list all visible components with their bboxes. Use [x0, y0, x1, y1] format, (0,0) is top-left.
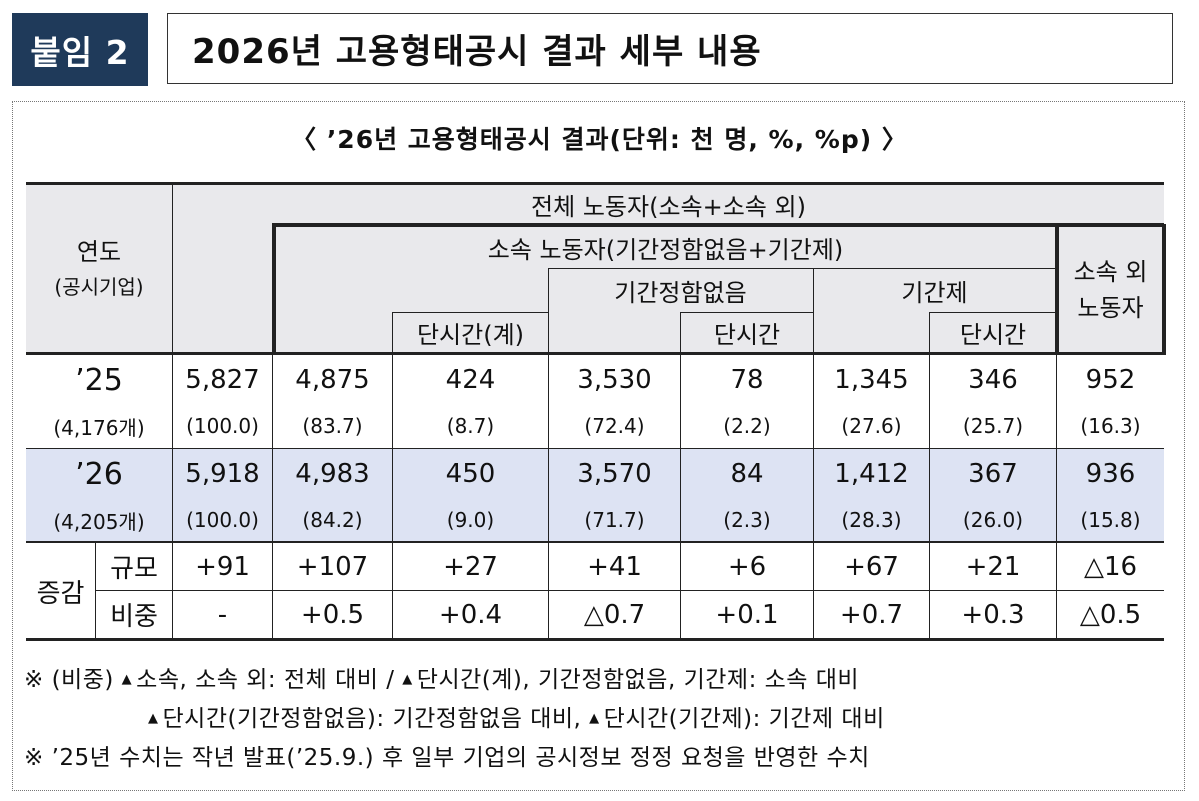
- header-part-time-total: 단시간(계): [416, 321, 525, 349]
- header-indefinite: 기간정함없음: [614, 279, 747, 307]
- table-cell: △16: [1083, 551, 1138, 582]
- table-cell: 4,875: [295, 365, 370, 395]
- table-cell: +0.4: [438, 599, 503, 630]
- header-fixed-term: 기간제: [901, 279, 968, 307]
- table-cell: +0.5: [300, 599, 365, 630]
- triangle-bullet-icon: ▲: [402, 672, 413, 687]
- footnote-ratio-basis: ※ (비중) ▲ 소속, 소속 외: 전체 대비 / ▲ 단시간(계), 기간정함없…: [24, 660, 859, 694]
- table-cell: 78: [730, 365, 764, 395]
- row-firms-2025: (4,176개): [53, 415, 145, 440]
- header-year-sub: (공시기업): [54, 274, 144, 299]
- table-cell: 1,345: [834, 365, 909, 395]
- table-cell: 5,918: [185, 459, 260, 489]
- table-cell: (100.0): [186, 414, 259, 438]
- table-header-bg: [26, 183, 1164, 355]
- table-cell: 367: [968, 459, 1018, 489]
- table-cell: +21: [965, 551, 1021, 582]
- table-cell: (26.0): [962, 508, 1024, 532]
- table-cell: (72.4): [584, 414, 645, 438]
- footnote-text: 단시간(계), 기간정함없음, 기간제: 소속 대비: [416, 667, 860, 693]
- table-cell: (100.0): [186, 508, 259, 532]
- table-cell: 346: [968, 365, 1018, 395]
- table-cell: 4,983: [295, 459, 370, 489]
- table-cell: +0.7: [839, 599, 904, 630]
- table-cell: △0.7: [583, 599, 646, 630]
- change-scale-label: 규모: [110, 554, 158, 584]
- header-year: 연도: [76, 237, 122, 266]
- table-cell: +6: [727, 551, 767, 582]
- header-non-affiliated: 소속 외 노동자: [1073, 257, 1148, 322]
- content-frame: [12, 101, 1185, 791]
- footnote-text: 소속, 소속 외: 전체 대비 /: [136, 667, 403, 693]
- header-total-workers: 전체 노동자(소속+소속 외): [531, 192, 806, 221]
- table-cell: (28.3): [841, 508, 902, 532]
- table-cell: +107: [296, 551, 369, 582]
- table-cell: (8.7): [446, 414, 495, 438]
- table-cell: +0.3: [961, 599, 1025, 630]
- table-cell: +67: [844, 551, 899, 582]
- footnote-text: 단시간(기간제): 기간제 대비: [603, 706, 885, 732]
- triangle-bullet-icon: ▲: [121, 672, 133, 687]
- row-year-2025: ’25: [75, 362, 123, 398]
- table-cell: +27: [443, 551, 498, 582]
- table-cell: 952: [1085, 365, 1136, 395]
- header-part-time-indefinite: 단시간: [713, 321, 781, 349]
- table-cell: 424: [445, 365, 496, 395]
- table-cell: 450: [445, 459, 496, 489]
- table-cell: +0.1: [715, 599, 779, 630]
- table-cell: (27.6): [841, 414, 902, 438]
- row-year-2026: ’26: [75, 456, 123, 492]
- row-firms-2026: (4,205개): [53, 509, 145, 534]
- table-cell: +91: [195, 551, 250, 582]
- appendix-badge: 붙임 2: [12, 13, 148, 86]
- change-ratio-label: 비중: [110, 602, 158, 632]
- table-title: 〈 ’26년 고용형태공시 결과(단위: 천 명, %, %p) 〉: [291, 125, 908, 154]
- table-cell: 1,412: [834, 459, 909, 489]
- footnote-ratio-basis-2: ▲ 단시간(기간정함없음): 기간정함없음 대비, ▲ 단시간(기간제): 기간제 …: [148, 699, 885, 733]
- footnote-revision: ※ ’25년 수치는 작년 발표(’25.9.) 후 일부 기업의 공시정보 정…: [24, 745, 870, 771]
- highlight-row-bg: [26, 449, 1164, 541]
- header-affiliated-workers: 소속 노동자(기간정함없음+기간제): [487, 235, 844, 264]
- table-cell: (84.2): [302, 508, 363, 532]
- table-cell: 3,570: [577, 459, 652, 489]
- table-cell: (9.0): [446, 508, 495, 532]
- page-title: 2026년 고용형태공시 결과 세부 내용: [167, 13, 1173, 84]
- table-cell: (25.7): [962, 414, 1024, 438]
- table-cell: 5,827: [185, 365, 260, 395]
- table-cell: (71.7): [584, 508, 645, 532]
- table-cell: (2.2): [723, 414, 771, 438]
- table-cell: △0.5: [1079, 599, 1142, 630]
- table-cell: 84: [730, 459, 764, 489]
- table-cell: 3,530: [577, 365, 652, 395]
- table-cell: -: [217, 599, 228, 630]
- table-cell: (2.3): [723, 508, 771, 532]
- table-cell: (15.8): [1080, 508, 1141, 532]
- table-cell: (83.7): [302, 414, 363, 438]
- table-cell: 936: [1085, 459, 1136, 489]
- table-cell: (16.3): [1080, 414, 1141, 438]
- change-label: 증감: [36, 578, 85, 609]
- triangle-bullet-icon: ▲: [589, 711, 600, 726]
- footnote-text: ※ (비중): [24, 667, 122, 693]
- triangle-bullet-icon: ▲: [148, 711, 159, 726]
- header-part-time-fixed: 단시간: [959, 321, 1027, 349]
- table-cell: +41: [587, 551, 642, 582]
- footnote-text: 단시간(기간정함없음): 기간정함없음 대비,: [162, 706, 590, 732]
